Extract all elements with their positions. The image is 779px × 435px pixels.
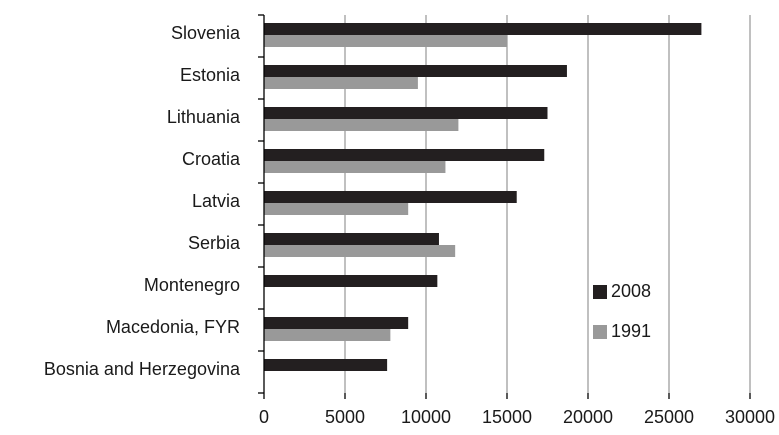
bar-2008-montenegro [264, 275, 438, 287]
bar-2008-estonia [264, 65, 567, 77]
category-label: Slovenia [171, 23, 241, 43]
x-tick-label: 0 [259, 407, 269, 427]
bar-1991-croatia [264, 161, 446, 173]
legend-label-2008: 2008 [611, 281, 651, 301]
bar-2008-latvia [264, 191, 517, 203]
bar-2008-bosnia-and-herzegovina [264, 359, 388, 371]
x-tick-label: 5000 [325, 407, 365, 427]
bar-2008-lithuania [264, 107, 548, 119]
category-label: Latvia [192, 191, 241, 211]
bar-1991-macedonia-fyr [264, 329, 391, 341]
axes [258, 14, 751, 399]
bar-1991-slovenia [264, 35, 507, 47]
x-tick-label: 15000 [482, 407, 532, 427]
legend: 2008 1991 [593, 281, 651, 341]
category-label: Croatia [182, 149, 241, 169]
category-label: Macedonia, FYR [106, 317, 240, 337]
x-tick-label: 30000 [725, 407, 775, 427]
bar-2008-macedonia-fyr [264, 317, 409, 329]
bar-2008-serbia [264, 233, 439, 245]
category-label: Bosnia and Herzegovina [44, 359, 241, 379]
tick-labels: 0 5000 10000 15000 20000 25000 30000 [259, 407, 775, 427]
bar-2008-slovenia [264, 23, 702, 35]
category-label: Estonia [180, 65, 241, 85]
x-tick-label: 20000 [563, 407, 613, 427]
bar-1991-estonia [264, 77, 418, 89]
x-tick-label: 25000 [644, 407, 694, 427]
category-label: Montenegro [144, 275, 240, 295]
bar-1991-latvia [264, 203, 409, 215]
bar-1991-serbia [264, 245, 456, 257]
bar-2008-croatia [264, 149, 545, 161]
legend-swatch-2008 [593, 285, 607, 299]
x-tick-label: 10000 [401, 407, 451, 427]
legend-label-1991: 1991 [611, 321, 651, 341]
legend-swatch-1991 [593, 325, 607, 339]
category-label: Serbia [188, 233, 241, 253]
bars [264, 23, 702, 371]
category-label: Lithuania [167, 107, 241, 127]
category-labels: Slovenia Estonia Lithuania Croatia Latvia Ser… [44, 23, 241, 379]
bar-1991-lithuania [264, 119, 459, 131]
